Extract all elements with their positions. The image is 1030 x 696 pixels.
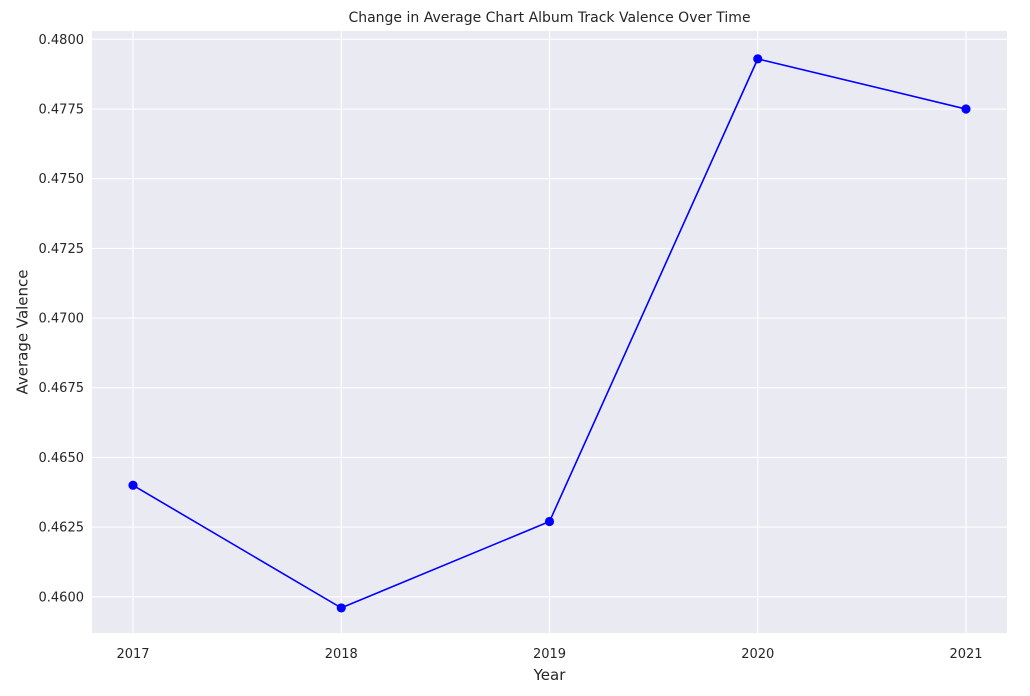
x-tick-label: 2021: [949, 647, 982, 662]
chart-title: Change in Average Chart Album Track Vale…: [348, 10, 750, 26]
x-tick-label: 2020: [741, 647, 774, 662]
y-tick-label: 0.4775: [39, 103, 85, 118]
y-tick-label: 0.4750: [39, 172, 85, 187]
x-tick-labels: 2017 2018 2019 2020 2021: [116, 647, 982, 662]
data-point: [961, 104, 971, 114]
data-series: [128, 54, 971, 613]
grid-lines: [92, 31, 1007, 633]
y-tick-label: 0.4800: [39, 33, 85, 48]
data-point: [753, 54, 763, 64]
y-tick-label: 0.4725: [39, 242, 85, 257]
x-tick-label: 2019: [533, 647, 566, 662]
data-point: [336, 603, 346, 613]
data-point: [544, 516, 555, 527]
y-tick-label: 0.4700: [39, 312, 85, 327]
data-point: [128, 480, 138, 490]
x-tick-label: 2018: [325, 647, 358, 662]
y-tick-label: 0.4675: [39, 381, 85, 396]
y-tick-label: 0.4625: [39, 521, 85, 536]
y-tick-label: 0.4600: [39, 590, 85, 605]
y-tick-label: 0.4650: [39, 451, 85, 466]
y-axis-label: Average Valence: [13, 269, 31, 394]
y-tick-labels: 0.4600 0.4625 0.4650 0.4675 0.4700 0.4725 0.47…: [39, 33, 85, 605]
x-axis-label: Year: [533, 666, 567, 684]
x-tick-label: 2017: [116, 647, 149, 662]
